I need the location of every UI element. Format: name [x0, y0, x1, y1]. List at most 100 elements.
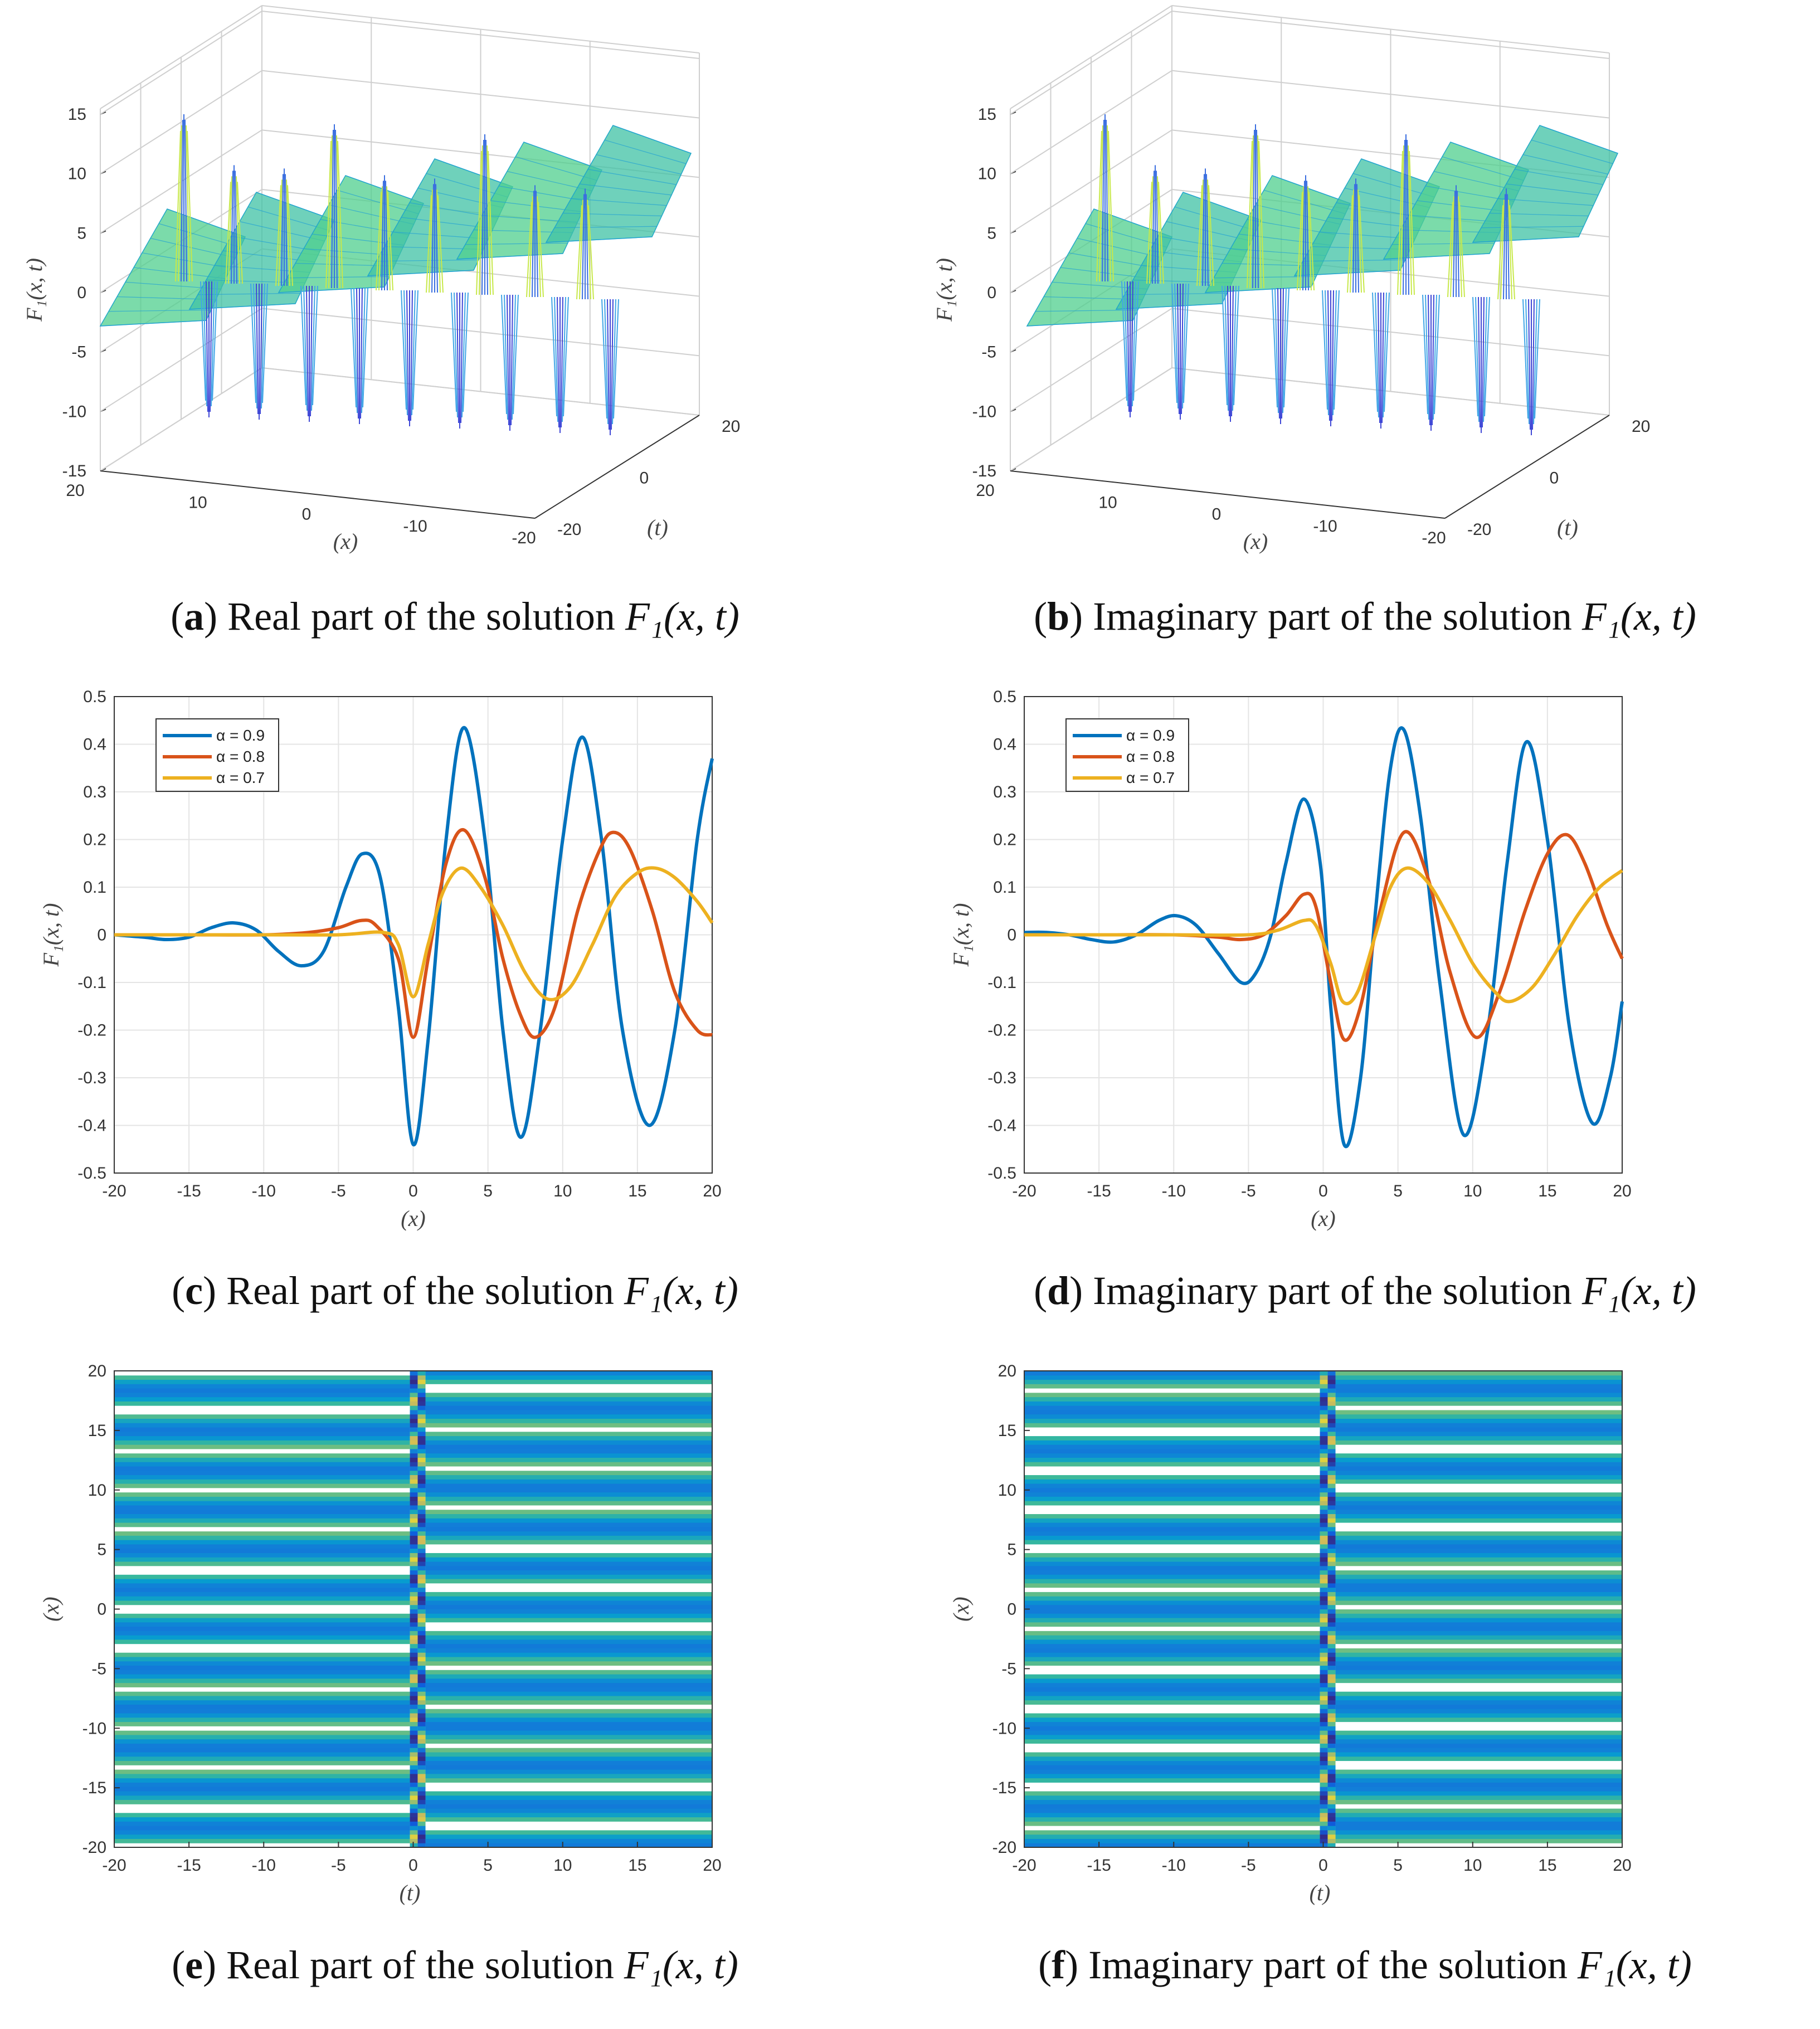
spike-down-line	[1532, 299, 1535, 430]
band-left-strip	[1024, 1540, 1320, 1545]
band-right-strip	[425, 1466, 712, 1471]
band-left-strip	[1024, 1648, 1320, 1653]
band-left-strip	[114, 1717, 410, 1723]
core-strip-right	[1327, 1427, 1336, 1432]
band-left-strip	[114, 1600, 410, 1605]
core-strip-right	[1327, 1717, 1336, 1723]
core-strip-left	[410, 1375, 418, 1380]
core-strip-right	[417, 1544, 426, 1549]
core-strip-right	[1327, 1739, 1336, 1744]
caption-math-a: F₁(x, t)	[625, 594, 739, 639]
spike-down-line	[561, 296, 563, 428]
core-strip-left	[410, 1531, 418, 1536]
core-strip-left	[1320, 1392, 1328, 1398]
core-strip-right	[417, 1795, 426, 1800]
spike-down-line	[256, 283, 259, 415]
band-right-strip	[425, 1709, 712, 1714]
spike-down-line	[501, 294, 507, 415]
core-strip-left	[410, 1379, 418, 1384]
spike-up-line	[536, 191, 538, 298]
wall-z-gridline	[1171, 70, 1610, 119]
band-right-strip	[425, 1826, 712, 1831]
core-strip-left	[410, 1795, 418, 1800]
core-strip-left	[410, 1829, 418, 1835]
core-strip-left	[1320, 1375, 1328, 1380]
core-strip-left	[1320, 1756, 1328, 1762]
core-strip-left	[410, 1405, 418, 1410]
spike-down-line	[411, 290, 416, 416]
band-left-strip	[1024, 1787, 1320, 1792]
band-left-strip	[1024, 1492, 1320, 1497]
y-tick-label: -15	[992, 1779, 1016, 1797]
core-strip-right	[417, 1648, 426, 1653]
core-strip-left	[410, 1384, 418, 1389]
core-strip-right	[1327, 1561, 1336, 1566]
spike-up-line	[335, 129, 338, 289]
spike-down-line	[1274, 288, 1279, 413]
core-strip-right	[1327, 1448, 1336, 1454]
band-right-strip	[425, 1799, 712, 1804]
band-right-strip	[1335, 1726, 1622, 1731]
core-strip-right	[1327, 1592, 1336, 1597]
caption-math-c: F₁(x, t)	[624, 1268, 738, 1313]
spike-up-line	[1507, 194, 1510, 300]
core-strip-left	[1320, 1604, 1328, 1609]
core-strip-right	[1327, 1405, 1336, 1410]
band-right-strip	[425, 1592, 712, 1597]
band-left-strip	[114, 1756, 410, 1762]
band-right-strip	[1335, 1526, 1622, 1532]
band-left-strip	[1024, 1717, 1320, 1723]
core-strip-right	[417, 1570, 426, 1575]
x-tick-label: 10	[188, 493, 207, 512]
core-strip-left	[1320, 1453, 1328, 1458]
core-strip-right	[417, 1704, 426, 1709]
core-strip-right	[1327, 1613, 1336, 1618]
y-tick-label: -20	[82, 1838, 106, 1857]
band-left-strip	[1024, 1514, 1320, 1519]
spike-up-line	[1307, 186, 1312, 291]
band-right-strip	[1335, 1557, 1622, 1562]
band-left-strip	[114, 1496, 410, 1501]
band-left-strip	[114, 1436, 410, 1441]
band-right-strip	[1335, 1596, 1622, 1601]
spike-down-line	[1528, 299, 1531, 430]
core-strip-left	[410, 1682, 418, 1687]
core-strip-left	[1320, 1414, 1328, 1419]
band-left-strip	[1024, 1431, 1320, 1437]
mesh-line	[108, 309, 211, 312]
core-strip-right	[1327, 1657, 1336, 1662]
core-strip-right	[1327, 1475, 1336, 1480]
core-strip-right	[1327, 1557, 1336, 1562]
core-strip-right	[417, 1436, 426, 1441]
caption-letter-b: b	[1047, 594, 1070, 639]
caption-text-b: Imaginary part of the solution	[1093, 594, 1582, 639]
wall-z-gridline	[100, 11, 262, 115]
z-tick-label: 15	[68, 105, 86, 124]
band-right-strip	[425, 1631, 712, 1636]
spike-up-line	[181, 119, 183, 282]
core-strip-left	[1320, 1674, 1328, 1679]
core-strip-right	[1327, 1643, 1336, 1648]
band-left-strip	[1024, 1730, 1320, 1735]
x-tick-label: 10	[1463, 1182, 1482, 1200]
core-strip-right	[417, 1561, 426, 1566]
core-strip-left	[410, 1739, 418, 1744]
band-left-strip	[114, 1427, 410, 1432]
core-strip-right	[1327, 1531, 1336, 1536]
band-left-strip	[114, 1726, 410, 1731]
core-strip-right	[417, 1778, 426, 1783]
band-left-strip	[114, 1765, 410, 1770]
spike-up-line	[1500, 200, 1505, 300]
band-right-strip	[1335, 1401, 1622, 1406]
x-tick-label: 0	[1212, 505, 1222, 524]
spike-down-line	[1174, 283, 1179, 409]
core-strip-left	[410, 1574, 418, 1579]
band-right-strip	[1335, 1748, 1622, 1753]
band-right-strip	[1335, 1440, 1622, 1445]
band-left-strip	[114, 1626, 410, 1631]
core-strip-right	[1327, 1821, 1336, 1826]
band-left-strip	[114, 1661, 410, 1666]
band-right-strip	[1335, 1691, 1622, 1696]
core-strip-left	[1320, 1384, 1328, 1389]
